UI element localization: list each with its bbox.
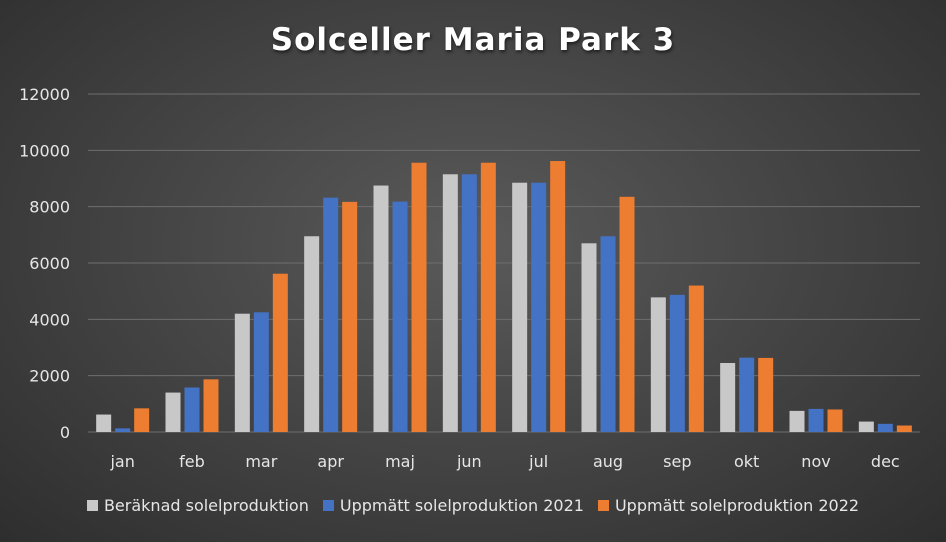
grid-lines (88, 93, 920, 433)
bar-mar-series-2 (272, 273, 288, 432)
bar-jan-series-1 (115, 428, 131, 432)
y-tick-label: 12000 (19, 85, 70, 104)
bar-nov-series-1 (808, 408, 824, 432)
legend-label: Uppmätt solelproduktion 2021 (339, 496, 584, 515)
bar-jun-series-1 (461, 174, 477, 432)
y-tick-label: 4000 (29, 310, 70, 329)
legend-label: Beräknad solelproduktion (103, 496, 309, 515)
bar-jul-series-2 (550, 161, 566, 432)
bar-maj-series-1 (392, 201, 408, 432)
x-category-label: jan (109, 452, 134, 471)
bar-sep-series-0 (650, 297, 666, 432)
bar-dec-series-0 (858, 421, 874, 432)
x-category-label: sep (663, 452, 691, 471)
bar-sep-series-1 (669, 294, 685, 432)
bar-maj-series-0 (373, 185, 389, 432)
legend-swatch (322, 500, 334, 511)
y-tick-label: 2000 (29, 367, 70, 386)
x-category-label: jun (456, 452, 482, 471)
bar-sep-series-2 (688, 285, 704, 432)
bar-mar-series-1 (253, 312, 269, 432)
x-category-label: mar (245, 452, 277, 471)
y-tick-label: 10000 (19, 141, 70, 160)
bar-dec-series-1 (877, 423, 893, 432)
x-axis-categories: jan feb mar apr maj jun jul aug sep okt nov dec (109, 452, 899, 471)
legend-label: Uppmätt solelproduktion 2022 (614, 496, 860, 515)
bar-aug-series-1 (600, 236, 616, 432)
bar-aug-series-2 (619, 196, 635, 432)
bar-apr-series-1 (323, 197, 339, 432)
bar-okt-series-1 (739, 357, 755, 432)
legend-item: Uppmätt solelproduktion 2021 (322, 496, 584, 515)
legend-item: Uppmätt solelproduktion 2022 (597, 496, 860, 515)
bar-jun-series-0 (442, 174, 458, 432)
bar-apr-series-0 (304, 236, 320, 432)
legend: Beräknad solelproduktion Uppmätt solelpro… (0, 496, 946, 515)
x-category-label: aug (593, 452, 623, 471)
bar-jul-series-1 (531, 182, 547, 432)
y-tick-label: 0 (60, 423, 70, 442)
x-category-label: apr (317, 452, 344, 471)
x-category-label: feb (179, 452, 205, 471)
bar-jan-series-2 (134, 408, 150, 432)
bar-okt-series-0 (720, 362, 736, 432)
bar-mar-series-0 (234, 313, 250, 432)
bar-okt-series-2 (758, 357, 774, 432)
bar-feb-series-2 (203, 379, 219, 432)
x-category-label: maj (385, 452, 415, 471)
bar-jul-series-0 (512, 182, 528, 432)
legend-item: Beräknad solelproduktion (86, 496, 309, 515)
bar-jun-series-2 (480, 162, 496, 432)
legend-swatch (86, 500, 98, 511)
bar-feb-series-0 (165, 392, 181, 432)
y-tick-label: 8000 (29, 198, 70, 217)
bar-dec-series-2 (896, 425, 912, 432)
chart-title: Solceller Maria Park 3 (270, 22, 676, 58)
bar-nov-series-2 (827, 409, 843, 432)
y-axis-ticks: 0 2000 4000 6000 8000 10000 12000 (19, 85, 70, 442)
bar-nov-series-0 (789, 410, 805, 432)
x-category-label: dec (871, 452, 900, 471)
x-category-label: nov (801, 452, 830, 471)
bars (96, 161, 912, 432)
bar-aug-series-0 (581, 243, 597, 432)
bar-maj-series-2 (411, 162, 427, 432)
bar-apr-series-2 (342, 201, 358, 432)
bar-jan-series-0 (96, 414, 112, 432)
bar-feb-series-1 (184, 387, 200, 432)
x-category-label: jul (528, 452, 548, 471)
y-tick-label: 6000 (29, 254, 70, 273)
legend-swatch (597, 500, 609, 511)
x-category-label: okt (734, 452, 759, 471)
